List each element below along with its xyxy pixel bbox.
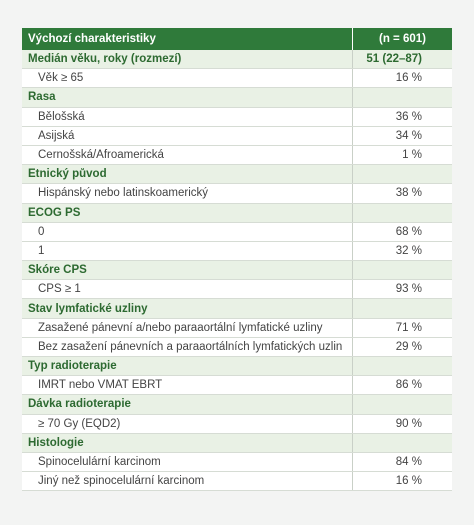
header-value: (n = 601) (352, 28, 452, 50)
item-label: 1 (38, 244, 45, 257)
section-value (352, 203, 452, 222)
table: Výchozí charakteristiky (n = 601) Medián… (22, 28, 452, 492)
section-title: ECOG PS (28, 206, 81, 219)
header-label: Výchozí charakteristiky (28, 33, 156, 45)
section-row: Medián věku, roky (rozmezí) 51 (22–87) (22, 50, 452, 70)
item-row: Bělošská 36 % (22, 107, 452, 127)
item-row: Jiný než spinocelulární karcinom 16 % (22, 472, 452, 492)
item-row: Zasažené pánevní a/nebo paraaortální lym… (22, 318, 452, 338)
item-value: 68 % (352, 222, 452, 241)
section-value (352, 357, 452, 376)
section-row: Typ radioterapie (22, 357, 452, 377)
item-value: 34 % (352, 126, 452, 145)
item-label: Jiný než spinocelulární karcinom (38, 475, 205, 488)
item-value: 29 % (352, 337, 452, 356)
item-label: 0 (38, 225, 45, 238)
item-row: CPS ≥ 1 93 % (22, 280, 452, 300)
item-row: Asijská 34 % (22, 126, 452, 146)
section-row: Skóre CPS (22, 261, 452, 281)
item-value: 38 % (352, 184, 452, 203)
item-row: Věk ≥ 65 16 % (22, 69, 452, 89)
item-label: CPS ≥ 1 (38, 283, 81, 296)
item-value: 84 % (352, 452, 452, 472)
section-value (352, 165, 452, 184)
section-title: Rasa (28, 91, 56, 104)
item-row: Černošská/Afroamerická 1 % (22, 145, 452, 166)
section-title: Dávka radioterapie (28, 398, 131, 411)
section-value (352, 261, 452, 280)
section-title: Medián věku, roky (rozmezí) (28, 53, 182, 66)
item-value: 16 % (352, 472, 452, 491)
section-title: Typ radioterapie (28, 360, 117, 373)
section-title: Skóre CPS (28, 264, 87, 277)
item-label: Černošská/Afroamerická (38, 149, 164, 162)
section-value (352, 433, 452, 452)
item-label: Zasažené pánevní a/nebo paraaortální lym… (38, 321, 323, 334)
item-value: 90 % (352, 414, 452, 433)
item-label: Spinocelulární karcinom (38, 456, 161, 469)
header-row: Výchozí charakteristiky (n = 601) (22, 28, 452, 50)
section-row: Etnický původ (22, 165, 452, 185)
item-value: 16 % (352, 69, 452, 88)
item-row: 0 68 % (22, 222, 452, 242)
item-label: Asijská (38, 129, 75, 142)
section-row: ECOG PS (22, 203, 452, 223)
item-row: 1 32 % (22, 241, 452, 262)
item-value: 86 % (352, 376, 452, 395)
item-label: IMRT nebo VMAT EBRT (38, 379, 163, 392)
item-row: IMRT nebo VMAT EBRT 86 % (22, 376, 452, 396)
section-row: Rasa (22, 88, 452, 108)
section-value (352, 395, 452, 414)
section-value: 51 (22–87) (352, 50, 452, 69)
section-value (352, 88, 452, 107)
item-value: 93 % (352, 280, 452, 299)
section-title: Histologie (28, 436, 84, 449)
section-value (352, 299, 452, 318)
section-row: Stav lymfatické uzliny (22, 299, 452, 319)
item-label: ≥ 70 Gy (EQD2) (38, 417, 121, 430)
item-label: Hispánský nebo latinskoamerický (38, 187, 209, 200)
item-row: Hispánský nebo latinskoamerický 38 % (22, 184, 452, 204)
item-label: Bělošská (38, 110, 85, 123)
section-row: Dávka radioterapie (22, 395, 452, 415)
item-row: Bez zasažení pánevních a paraaortálních … (22, 337, 452, 357)
item-row: Spinocelulární karcinom 84 % (22, 452, 452, 473)
item-value: 71 % (352, 318, 452, 337)
item-value: 36 % (352, 107, 452, 126)
section-row: Histologie (22, 433, 452, 453)
item-label: Věk ≥ 65 (38, 72, 84, 85)
section-title: Etnický původ (28, 168, 107, 181)
section-title: Stav lymfatické uzliny (28, 302, 148, 315)
item-value: 32 % (352, 241, 452, 261)
item-label: Bez zasažení pánevních a paraaortálních … (38, 340, 343, 353)
item-value: 1 % (352, 145, 452, 165)
item-row: ≥ 70 Gy (EQD2) 90 % (22, 414, 452, 434)
